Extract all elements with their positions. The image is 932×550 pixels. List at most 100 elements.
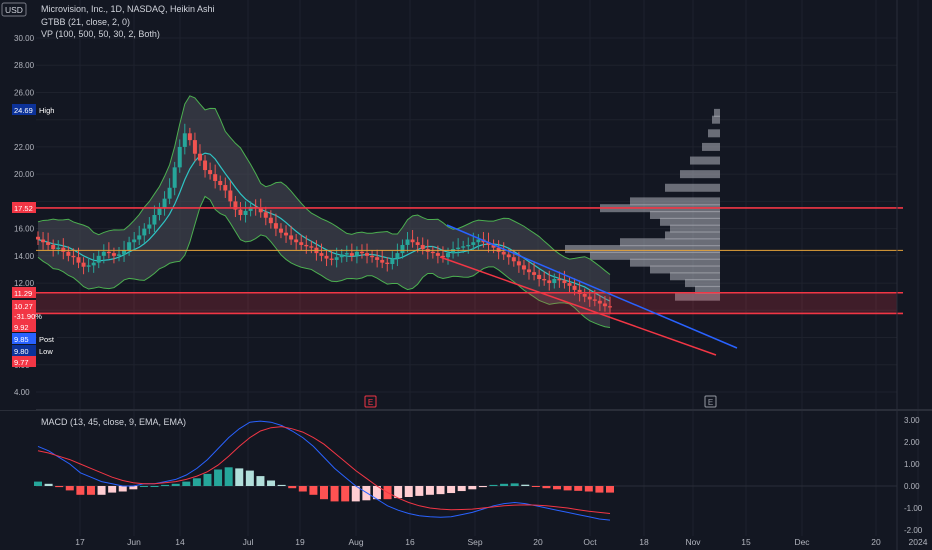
volume-profile [565,108,720,301]
price-label-box[interactable] [12,321,36,332]
histogram-bar [224,467,233,486]
currency-badge[interactable] [1,2,27,17]
earnings-marker[interactable]: E [364,395,377,408]
currency-label: USD [5,5,23,15]
candle-body [238,209,243,215]
candle-body [420,244,425,250]
price-label-box[interactable] [12,345,36,356]
histogram-bar [372,486,381,500]
candle-body [435,253,440,256]
volume-profile-bar [675,292,720,301]
time-tick-label: 2024 [909,537,928,547]
candle-body [278,228,283,233]
histogram-bar [574,486,583,491]
price-label-box[interactable] [12,333,36,344]
histogram-bar [86,486,95,495]
candle-body [430,251,435,254]
macd-legend[interactable]: MACD (13, 45, close, 9, EMA, EMA) [41,417,186,427]
price-label-box[interactable] [12,104,36,115]
price-label-value: 24.69 [14,106,33,115]
histogram-bar [150,486,159,487]
candle-body [597,300,602,304]
candle-body [506,254,511,258]
time-tick-label: Sep [467,537,482,547]
candle-body [243,210,248,215]
candle-body [152,215,157,225]
candle-body [344,253,349,255]
candle-body [309,246,314,248]
volume-profile-bar [712,115,720,124]
price-label-box[interactable] [12,287,36,298]
indicator-vp[interactable]: VP (100, 500, 50, 30, 2, Both) [41,29,160,39]
candle-body [390,258,395,265]
candle-body [602,303,607,307]
histogram-bar [34,481,42,486]
histogram-bar [521,484,530,486]
candle-body [268,217,273,224]
candle-body [96,255,101,263]
candle-body [552,278,557,284]
candle-body [446,253,451,258]
candle-body [137,235,142,240]
candle-body [116,254,121,256]
price-label-box[interactable] [12,202,36,213]
candle-body [41,239,46,243]
candle-body [101,251,106,256]
histogram-bar [457,486,466,492]
candle-body [111,253,116,256]
price-tick-label: 16.00 [14,225,35,234]
candle-body [466,244,471,247]
macd-tick-label: 1.00 [904,460,920,469]
histogram-bar [489,484,498,486]
candle-body [400,244,405,254]
candle-body [142,228,147,236]
price-label-tag: Post [39,335,55,344]
price-label-box[interactable] [12,356,36,367]
candle-body [405,239,410,245]
chart-title[interactable]: Microvision, Inc., 1D, NASDAQ, Heikin As… [41,4,215,14]
price-tick-label: 14.00 [14,252,35,261]
candle-body [496,247,501,252]
histogram-bar [330,486,339,502]
time-tick-label: 20 [871,537,881,547]
volume-profile-bar [650,265,720,274]
histogram-bar [267,480,276,486]
histogram-bar [404,486,413,497]
lower-band-line [37,195,611,329]
volume-profile-bar [630,197,720,206]
price-label-box[interactable] [12,300,36,311]
histogram-bar [76,486,85,495]
candle-body [289,235,294,240]
candle-body [375,257,380,260]
macd-tick-label: -2.00 [904,526,923,535]
candle-body [329,258,334,260]
candle-body [299,242,304,245]
red-trend-line[interactable] [439,256,717,356]
volume-profile-bar [665,183,720,192]
upper-band-line [37,95,611,275]
indicator-gtbb[interactable]: GTBB (21, close, 2, 0) [41,17,130,27]
price-label-box[interactable] [12,310,36,321]
volume-profile-bar [708,129,720,138]
candle-body [547,280,552,284]
candle-body [294,239,299,243]
candle-body [284,232,289,236]
time-tick-label: Jul [243,537,254,547]
blue-trend-line[interactable] [446,224,738,349]
candle-body [213,174,218,181]
candle-body [608,306,612,308]
earnings-marker[interactable]: E [704,395,717,408]
candle-body [319,253,324,256]
candle-body [562,280,567,284]
histogram-bar [500,483,509,486]
price-tick-label: 28.00 [14,61,35,70]
candle-body [532,272,537,275]
candle-body [197,153,202,161]
candle-body [577,289,582,294]
histogram-bar [235,468,244,486]
candle-body [71,255,76,258]
candle-body [456,247,461,250]
candle-body [36,236,40,240]
volume-profile-bar [590,251,720,260]
price-label-value: 9.77 [14,358,29,367]
